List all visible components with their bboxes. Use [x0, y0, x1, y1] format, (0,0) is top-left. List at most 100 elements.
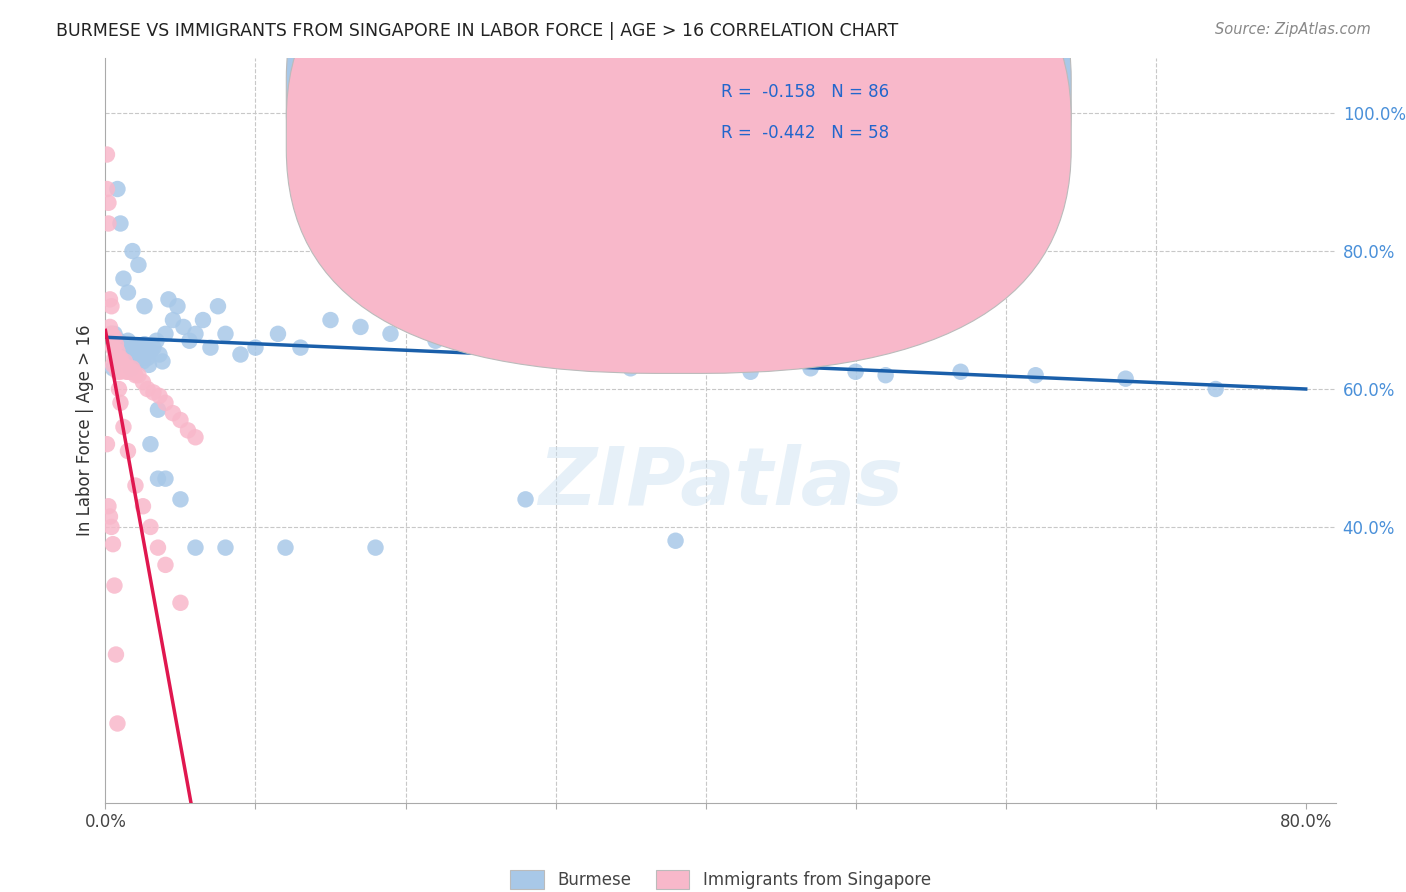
Point — [121, 361, 143, 376]
Point — [97, 195, 120, 210]
Point — [96, 147, 118, 161]
Point — [127, 344, 149, 359]
Point — [115, 344, 138, 359]
Point — [111, 344, 134, 359]
Point — [117, 365, 139, 379]
Point — [112, 358, 135, 372]
Point — [124, 478, 146, 492]
Point — [129, 341, 152, 355]
Point — [127, 368, 149, 383]
Point — [107, 182, 129, 196]
Point — [96, 182, 118, 196]
Point — [124, 344, 146, 359]
Point — [172, 320, 194, 334]
Point — [800, 361, 823, 376]
Point — [1205, 382, 1227, 396]
Point — [207, 299, 229, 313]
Point — [100, 326, 122, 341]
Point — [146, 541, 169, 555]
Point — [103, 330, 125, 344]
Point — [117, 285, 139, 300]
Point — [267, 326, 290, 341]
Point — [104, 358, 127, 372]
Point — [108, 351, 131, 365]
Point — [117, 334, 139, 348]
Point — [98, 320, 121, 334]
Point — [121, 347, 143, 361]
Point — [107, 337, 129, 351]
Point — [290, 341, 312, 355]
Point — [142, 385, 165, 400]
Point — [107, 365, 129, 379]
Point — [120, 344, 142, 359]
Point — [108, 334, 131, 348]
Point — [118, 341, 141, 355]
Point — [121, 244, 143, 258]
Point — [139, 344, 162, 359]
Text: R =  -0.158   N = 86: R = -0.158 N = 86 — [721, 83, 889, 101]
Point — [169, 413, 191, 427]
Point — [131, 344, 153, 359]
Point — [127, 258, 149, 272]
Point — [169, 492, 191, 507]
Point — [214, 541, 236, 555]
Point — [515, 347, 537, 361]
Point — [845, 365, 868, 379]
Point — [118, 361, 141, 376]
Point — [120, 361, 142, 376]
Point — [122, 365, 145, 379]
Point — [100, 299, 122, 313]
Point — [104, 334, 127, 348]
Point — [120, 365, 142, 379]
Point — [214, 326, 236, 341]
Point — [111, 358, 134, 372]
FancyBboxPatch shape — [641, 73, 1010, 159]
Point — [104, 648, 127, 662]
Point — [245, 341, 267, 355]
Point — [132, 500, 155, 514]
Point — [349, 320, 371, 334]
Text: Source: ZipAtlas.com: Source: ZipAtlas.com — [1215, 22, 1371, 37]
Point — [122, 341, 145, 355]
Point — [110, 217, 132, 231]
Text: R =  -0.442   N = 58: R = -0.442 N = 58 — [721, 124, 889, 142]
Point — [112, 271, 135, 285]
Point — [114, 354, 136, 368]
Point — [100, 326, 122, 341]
Point — [125, 354, 148, 368]
Point — [103, 578, 125, 592]
Point — [112, 341, 135, 355]
Point — [274, 541, 297, 555]
Point — [148, 389, 170, 403]
Point — [155, 396, 177, 410]
Point — [191, 313, 214, 327]
Point — [107, 344, 129, 359]
Point — [152, 354, 174, 368]
Point — [96, 437, 118, 451]
Point — [142, 341, 165, 355]
Point — [169, 596, 191, 610]
Point — [104, 337, 127, 351]
Legend: Burmese, Immigrants from Singapore: Burmese, Immigrants from Singapore — [503, 863, 938, 892]
Text: BURMESE VS IMMIGRANTS FROM SINGAPORE IN LABOR FORCE | AGE > 16 CORRELATION CHART: BURMESE VS IMMIGRANTS FROM SINGAPORE IN … — [56, 22, 898, 40]
Point — [155, 558, 177, 572]
Point — [134, 299, 156, 313]
Point — [101, 537, 124, 551]
Point — [145, 334, 167, 348]
Point — [97, 500, 120, 514]
Point — [157, 293, 180, 307]
Point — [112, 420, 135, 434]
Point — [619, 361, 641, 376]
Point — [200, 341, 222, 355]
Point — [560, 354, 582, 368]
Point — [177, 424, 200, 438]
Y-axis label: In Labor Force | Age > 16: In Labor Force | Age > 16 — [76, 325, 94, 536]
Point — [101, 358, 124, 372]
Point — [132, 375, 155, 389]
Point — [125, 347, 148, 361]
Point — [319, 313, 342, 327]
Point — [136, 351, 159, 365]
Point — [103, 351, 125, 365]
FancyBboxPatch shape — [287, 0, 1071, 333]
Point — [146, 402, 169, 417]
